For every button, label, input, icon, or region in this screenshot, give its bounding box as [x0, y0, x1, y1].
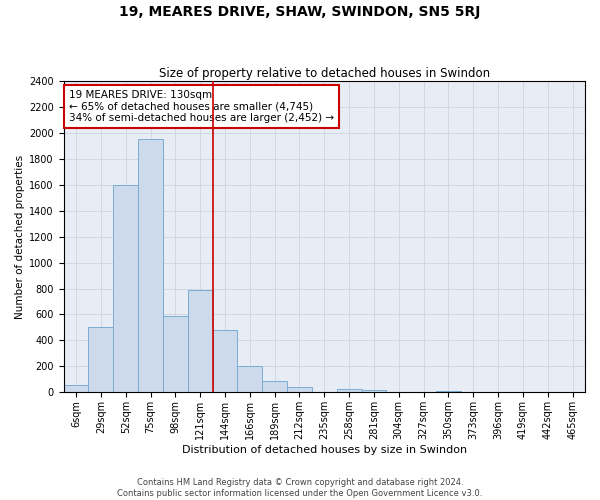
Bar [113, 184, 138, 392]
Bar [262, 380, 287, 392]
Bar [287, 386, 312, 392]
Bar [88, 328, 113, 392]
Y-axis label: Number of detached properties: Number of detached properties [15, 154, 25, 318]
Title: Size of property relative to detached houses in Swindon: Size of property relative to detached ho… [159, 66, 490, 80]
Text: 19 MEARES DRIVE: 130sqm
← 65% of detached houses are smaller (4,745)
34% of semi: 19 MEARES DRIVE: 130sqm ← 65% of detache… [69, 90, 334, 123]
Bar [436, 391, 461, 392]
Bar [238, 366, 262, 392]
Bar [337, 389, 362, 392]
Bar [163, 316, 188, 392]
Bar [188, 290, 212, 392]
Text: Contains HM Land Registry data © Crown copyright and database right 2024.
Contai: Contains HM Land Registry data © Crown c… [118, 478, 482, 498]
X-axis label: Distribution of detached houses by size in Swindon: Distribution of detached houses by size … [182, 445, 467, 455]
Text: 19, MEARES DRIVE, SHAW, SWINDON, SN5 5RJ: 19, MEARES DRIVE, SHAW, SWINDON, SN5 5RJ [119, 5, 481, 19]
Bar [212, 330, 238, 392]
Bar [362, 390, 386, 392]
Bar [64, 384, 88, 392]
Bar [138, 139, 163, 392]
